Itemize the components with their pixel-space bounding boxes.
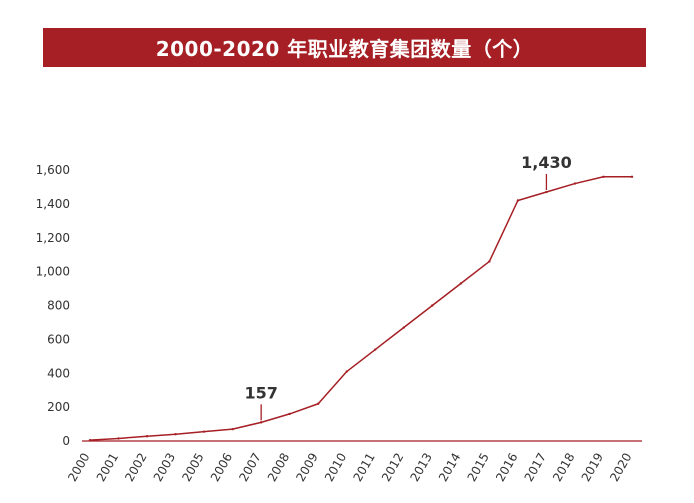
data-point: [573, 182, 577, 185]
x-tick-label: 2016: [493, 451, 520, 484]
data-point: [202, 430, 206, 433]
annotations: 157 1,430: [244, 153, 572, 421]
y-tick-label: 1,000: [36, 265, 70, 279]
annotation-label: 1,430: [521, 153, 572, 172]
x-tick-label: 2008: [265, 451, 292, 484]
data-point: [374, 348, 377, 351]
x-tick-label: 2003: [151, 451, 178, 484]
x-tick-label: 2010: [322, 451, 349, 484]
y-axis: 0 200 400 600 800 1,000 1,200 1,400 1,600: [36, 163, 70, 448]
data-point: [431, 304, 434, 307]
x-tick-label: 2018: [550, 451, 577, 484]
y-tick-label: 1,200: [36, 231, 70, 245]
data-point: [174, 433, 177, 436]
x-tick-label: 2006: [208, 451, 235, 484]
data-point: [488, 260, 491, 263]
y-tick-label: 1,600: [36, 163, 70, 177]
x-tick-label: 2013: [408, 451, 435, 484]
x-tick-label: 2011: [350, 451, 377, 484]
annotation-label: 157: [244, 383, 277, 402]
y-tick-label: 0: [62, 434, 70, 448]
data-point: [545, 190, 548, 194]
x-tick-label: 2000: [65, 451, 92, 484]
y-tick-label: 200: [47, 400, 70, 414]
x-axis: 2000 2001 2002 2003 2005 2006 2007 2008 2009 2010…: [65, 440, 642, 484]
x-tick-label: 2002: [122, 451, 149, 484]
data-point: [402, 326, 405, 329]
x-tick-label: 2007: [236, 451, 263, 484]
data-point: [459, 282, 463, 285]
data-point: [145, 435, 149, 438]
y-tick-label: 1,400: [36, 197, 70, 211]
x-tick-label: 2019: [579, 451, 606, 484]
y-tick-label: 600: [47, 332, 70, 346]
data-point: [602, 175, 605, 178]
data-point: [345, 370, 348, 373]
data-point: [630, 175, 634, 178]
x-tick-label: 2001: [94, 451, 121, 484]
data-point: [259, 421, 263, 424]
data-point: [231, 427, 234, 431]
x-tick-label: 2020: [607, 451, 634, 484]
series-line: [88, 175, 634, 442]
x-tick-label: 2005: [179, 451, 206, 484]
x-tick-label: 2017: [522, 451, 549, 484]
data-point: [317, 402, 320, 405]
y-tick-label: 400: [47, 366, 70, 380]
data-point: [88, 438, 92, 442]
series-polyline: [89, 176, 632, 441]
data-point: [516, 199, 520, 202]
x-tick-label: 2009: [293, 451, 320, 484]
chart-title: 2000-2020 年职业教育集团数量（个）: [43, 28, 646, 67]
x-tick-label: 2014: [436, 451, 463, 484]
x-tick-label: 2012: [379, 451, 406, 484]
data-point: [117, 437, 120, 440]
y-tick-label: 800: [47, 299, 70, 313]
x-tick-label: 2015: [465, 451, 492, 484]
data-point: [288, 412, 291, 416]
